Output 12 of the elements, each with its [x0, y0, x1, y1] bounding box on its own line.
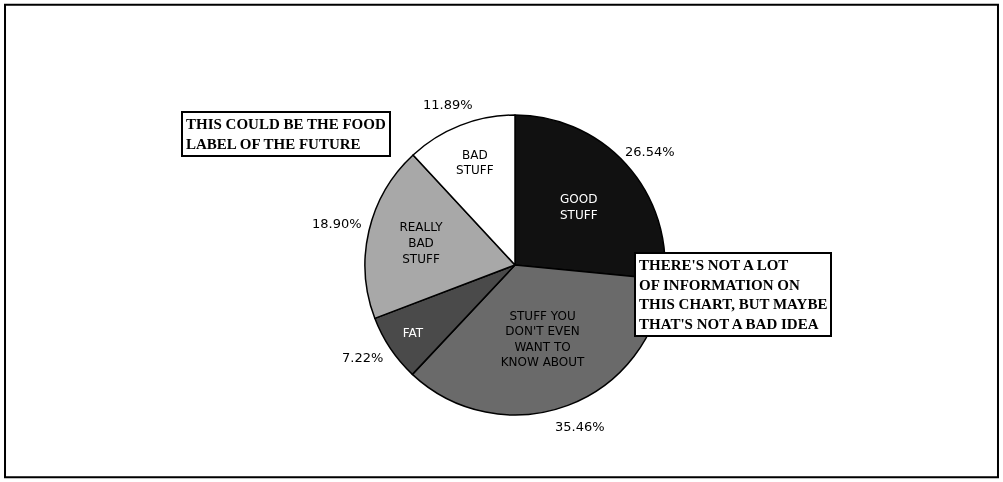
data-label: 7.22% — [342, 350, 384, 365]
slice-label: REALLY BAD STUFF — [399, 220, 444, 266]
text: THERE'S NOT A LOT OF INFORMATION ON THIS CHART, BUT MAYBE THAT'S NOT A BAD IDEA — [639, 257, 828, 332]
data-label: 18.90% — [312, 216, 362, 231]
text: THIS COULD BE THE FOOD LABEL OF THE FUTURE — [186, 116, 386, 152]
data-label: 35.46% — [555, 419, 605, 434]
slice-label: FAT — [402, 326, 424, 341]
data-label: 11.89% — [423, 97, 473, 112]
slice-label: BAD STUFF — [456, 147, 494, 178]
slice-label: GOOD STUFF — [560, 192, 598, 222]
data-label: 26.54% — [625, 144, 675, 159]
slice-label: STUFF YOU DON'T EVEN WANT TO KNOW ABOUT — [500, 308, 586, 370]
